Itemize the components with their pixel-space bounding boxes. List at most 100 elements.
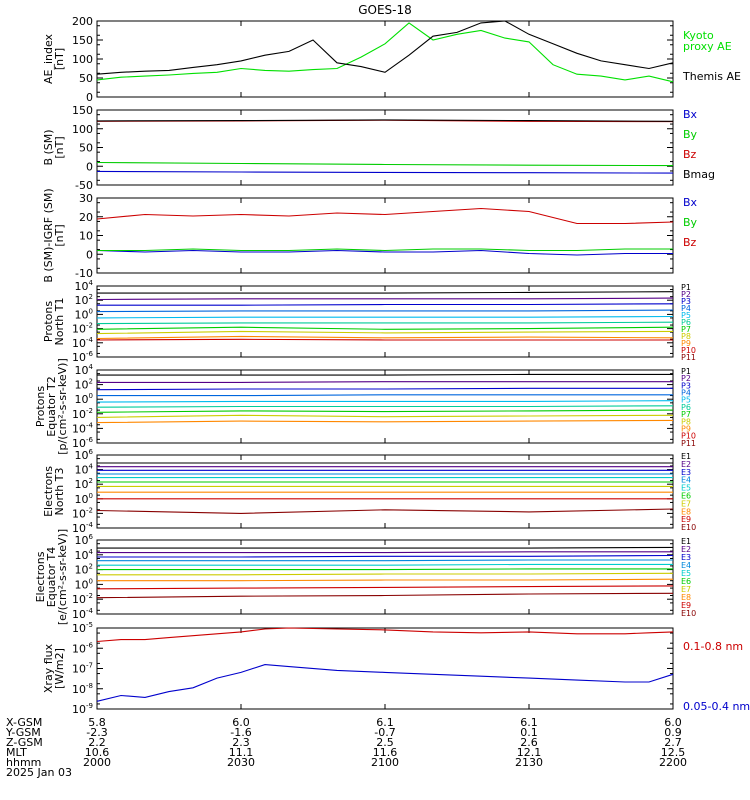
series-e10 xyxy=(96,592,674,599)
legend-entry: E4 xyxy=(681,561,691,570)
legend-entry: P1 xyxy=(681,367,691,376)
legend-entry: E3 xyxy=(681,553,691,562)
legend-entry: E7 xyxy=(681,499,691,508)
legend-entry: E10 xyxy=(681,609,696,618)
x-axis-value: 2.5 xyxy=(376,736,394,749)
legend-entry: P4 xyxy=(681,304,691,313)
x-axis-value: -1.6 xyxy=(230,726,251,739)
y-axis-label-line: Equator T4 xyxy=(45,547,58,607)
y-axis-label: AE_index[nT] xyxy=(42,33,66,84)
legend-entry: P10 xyxy=(681,432,696,441)
y-axis-label-line: [nT] xyxy=(53,136,66,158)
series-p6 xyxy=(96,321,674,325)
legend-entry: E7 xyxy=(681,585,691,594)
legend-entry: P3 xyxy=(681,381,691,390)
series-e3 xyxy=(97,554,674,558)
x-axis-value: 2030 xyxy=(227,756,255,769)
series-e7 xyxy=(97,572,674,576)
y-tick-label: 100 xyxy=(75,392,93,406)
y-tick-label: 30 xyxy=(79,192,93,205)
y-axis-label-line: [nT] xyxy=(53,224,66,246)
legend-entry: E5 xyxy=(681,484,691,493)
series-bx xyxy=(96,249,673,256)
series-e8 xyxy=(97,578,674,582)
y-tick-label: 100 xyxy=(75,577,93,591)
legend-entry: E2 xyxy=(681,460,691,469)
series-by xyxy=(96,161,674,167)
y-axis-label-line: [W/m2] xyxy=(53,648,66,689)
series-e9 xyxy=(96,585,674,590)
y-axis-label-line: Equator T2 xyxy=(45,376,58,436)
legend-entry: P11 xyxy=(681,439,696,448)
series-p5 xyxy=(96,315,674,319)
legend-entry: E10 xyxy=(681,523,696,532)
y-axis-label-line: B (SM)-IGRF (SM) xyxy=(42,188,55,282)
x-axis-value: 2200 xyxy=(659,756,687,769)
legend-entry: E3 xyxy=(681,468,691,477)
legend-entry: E8 xyxy=(681,507,691,516)
plot-title: GOES-18 xyxy=(358,3,412,17)
x-axis-row-label: Z-GSM xyxy=(6,736,43,749)
y-tick-label: 100 xyxy=(72,53,93,66)
legend-entry: P2 xyxy=(681,290,691,299)
legend-entry: E2 xyxy=(681,545,691,554)
x-axis-value: 12.5 xyxy=(661,746,686,759)
x-axis-value: 2100 xyxy=(371,756,399,769)
series-p5 xyxy=(96,400,674,403)
y-tick-label: -50 xyxy=(75,179,93,192)
legend-entry: P2 xyxy=(681,374,691,383)
x-axis-value: 10.6 xyxy=(85,746,110,759)
legend-entry: P9 xyxy=(681,339,691,348)
series-p1 xyxy=(97,291,674,294)
legend-entry: P8 xyxy=(681,417,691,426)
legend-entry: E6 xyxy=(681,492,691,501)
y-axis-label-line: [nT] xyxy=(53,48,66,70)
series-p10 xyxy=(96,338,673,341)
legend-entry: P10 xyxy=(681,346,696,355)
y-tick-label: 50 xyxy=(79,142,93,155)
series-p8 xyxy=(96,330,674,335)
y-axis-label-line: Electrons xyxy=(34,551,47,602)
series-e5 xyxy=(97,563,673,566)
series-themis-ae xyxy=(96,20,674,75)
series-p9 xyxy=(96,419,674,424)
series-bz xyxy=(96,207,674,225)
legend-entry: Bx xyxy=(683,196,698,209)
x-axis-value: 2.3 xyxy=(232,736,250,749)
x-axis-value: 0.9 xyxy=(664,726,682,739)
series-e2 xyxy=(97,551,673,554)
y-axis-label: B (SM)[nT] xyxy=(42,129,66,165)
series-0-1-0-8-nm xyxy=(96,627,674,643)
legend-entry: P3 xyxy=(681,297,691,306)
series-p7 xyxy=(96,409,674,413)
y-tick-label: 102 xyxy=(75,477,93,491)
x-axis-value: 2.2 xyxy=(88,736,106,749)
x-axis-value: 6.1 xyxy=(376,716,394,729)
series-0-05-0-4-nm xyxy=(96,664,674,702)
y-axis-label-line: [e/(cm²-s-sr-keV)] xyxy=(56,529,69,625)
y-tick-label: -10 xyxy=(75,267,93,280)
y-axis-label: ElectronsEquator T4[e/(cm²-s-sr-keV)] xyxy=(34,529,69,625)
x-axis-value: -0.7 xyxy=(374,726,395,739)
y-tick-label: 10 xyxy=(79,230,93,243)
legend-entry: P5 xyxy=(681,396,691,405)
y-tick-label: 100 xyxy=(75,307,93,321)
legend-entry: Kyoto xyxy=(683,29,714,42)
series-e1 xyxy=(97,546,674,549)
x-axis-value: 5.8 xyxy=(88,716,106,729)
legend-entry: E1 xyxy=(681,537,691,546)
series-p3 xyxy=(97,303,674,306)
legend-entry: E5 xyxy=(681,569,691,578)
x-axis-value: 6.0 xyxy=(232,716,250,729)
x-axis-row-label: Y-GSM xyxy=(5,726,41,739)
series-e6 xyxy=(97,568,673,571)
y-axis-label-line: North T1 xyxy=(53,298,66,346)
x-axis-value: 0.1 xyxy=(520,726,538,739)
series-p9 xyxy=(96,335,674,340)
